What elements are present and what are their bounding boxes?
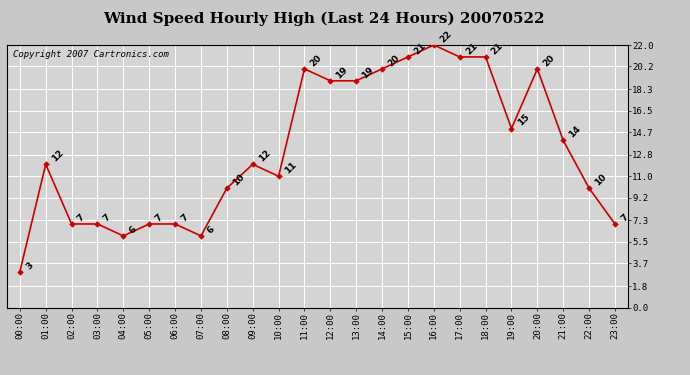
Text: Copyright 2007 Cartronics.com: Copyright 2007 Cartronics.com <box>13 50 169 59</box>
Text: 12: 12 <box>257 148 272 164</box>
Text: 7: 7 <box>153 212 164 223</box>
Text: 14: 14 <box>567 124 582 140</box>
Text: 7: 7 <box>76 212 87 223</box>
Text: 19: 19 <box>335 65 350 80</box>
Text: 22: 22 <box>438 29 453 44</box>
Text: 11: 11 <box>283 160 298 176</box>
Text: 7: 7 <box>619 212 630 223</box>
Text: 19: 19 <box>360 65 375 80</box>
Text: 21: 21 <box>412 41 427 56</box>
Text: 7: 7 <box>101 212 112 223</box>
Text: 6: 6 <box>205 224 216 235</box>
Text: 12: 12 <box>50 148 65 164</box>
Text: 10: 10 <box>231 172 246 188</box>
Text: 7: 7 <box>179 212 190 223</box>
Text: 15: 15 <box>515 112 531 128</box>
Text: 21: 21 <box>490 41 505 56</box>
Text: Wind Speed Hourly High (Last 24 Hours) 20070522: Wind Speed Hourly High (Last 24 Hours) 2… <box>104 11 545 26</box>
Text: 20: 20 <box>386 53 402 68</box>
Text: 10: 10 <box>593 172 609 188</box>
Text: 20: 20 <box>542 53 557 68</box>
Text: 20: 20 <box>308 53 324 68</box>
Text: 6: 6 <box>128 224 138 235</box>
Text: 3: 3 <box>24 260 34 271</box>
Text: 21: 21 <box>464 41 479 56</box>
